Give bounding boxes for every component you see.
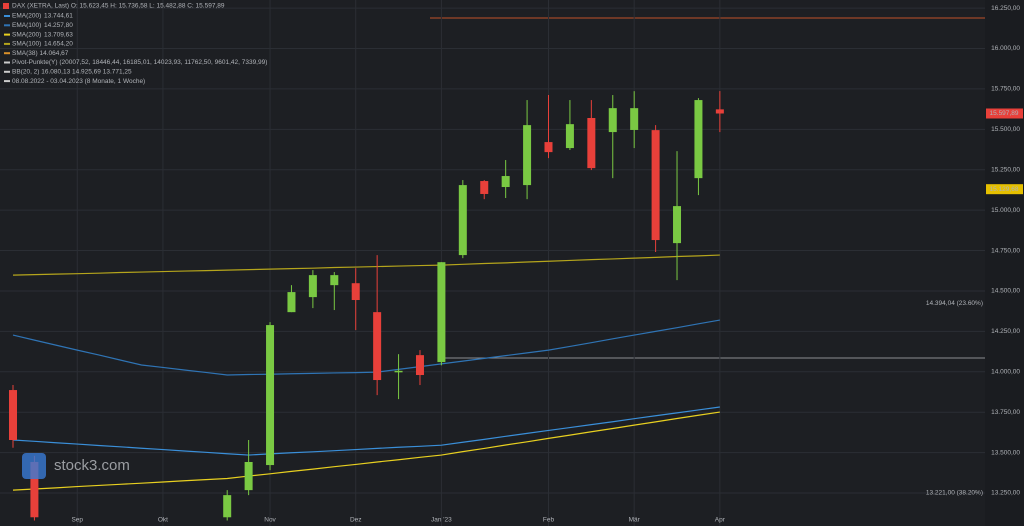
legend-name: SMA(100): [12, 41, 41, 48]
indicator-line: [12, 411, 720, 491]
y-tick-label: 13.250,00: [991, 490, 1020, 497]
chart-title: DAX (XETRA, Last) O: 15.623,45 H: 15.736…: [12, 3, 225, 10]
candle-body: [630, 108, 639, 130]
legend-name: SMA(200): [12, 31, 41, 38]
y-tick-label: 14.750,00: [991, 247, 1020, 254]
y-tick-label: 14.000,00: [991, 369, 1020, 376]
grid: [0, 0, 985, 526]
candle-body: [373, 312, 382, 381]
legend-swatch: [4, 24, 10, 27]
x-tick-label: Mär: [629, 517, 641, 524]
indicator-line: [12, 319, 720, 376]
candle-body: [415, 355, 424, 376]
y-tick-label: 15.750,00: [991, 86, 1020, 93]
y-tick-label: 16.250,00: [991, 5, 1020, 12]
legend-swatch: [4, 52, 10, 55]
candle-body: [694, 100, 703, 179]
candle-body: [523, 125, 532, 186]
candle-body: [480, 181, 489, 194]
candle-body: [30, 461, 39, 518]
title-icon: [3, 3, 9, 9]
indicator-line: [12, 406, 720, 456]
x-tick-label: Feb: [543, 517, 555, 524]
legend-value: 13.744,61: [44, 13, 73, 20]
price-axis: [985, 0, 1024, 526]
candle-body: [608, 108, 617, 133]
x-tick-label: Dez: [350, 517, 362, 524]
y-tick-label: 15.000,00: [991, 207, 1020, 214]
legend-swatch: [4, 80, 10, 83]
candle-body: [223, 495, 232, 518]
candle-body: [266, 325, 275, 466]
price-label: 15.129,68: [990, 186, 1019, 193]
candle-body: [287, 292, 296, 313]
legend-name: EMA(100): [12, 22, 41, 29]
indicator-line: [12, 254, 720, 276]
y-tick-label: 13.500,00: [991, 449, 1020, 456]
candle-body: [330, 275, 339, 286]
watermark-logo: [22, 453, 46, 479]
labels: 13.250,00 13.500,00 13.750,00 14.000,00 14.2…: [3, 3, 1023, 524]
legend-name: EMA(200): [12, 13, 41, 20]
fib-label: 14.394,04 (23.60%): [926, 300, 983, 307]
price-label-box: [986, 184, 1023, 195]
candle-body: [244, 461, 253, 491]
y-tick-label: 14.500,00: [991, 288, 1020, 295]
watermark: stock3.com: [54, 457, 130, 474]
x-tick-label: Apr: [715, 517, 726, 524]
candle-body: [544, 142, 553, 153]
candle-body: [587, 118, 596, 169]
candle-body: [351, 283, 360, 301]
y-tick-label: 14.250,00: [991, 328, 1020, 335]
fib-label: 13.221,00 (38.20%): [926, 489, 983, 496]
candle-body: [673, 206, 682, 244]
x-tick-label: Nov: [264, 517, 276, 524]
price-label-box: [986, 108, 1023, 119]
legend-value: 13.709,63: [44, 31, 73, 38]
candle-body: [394, 370, 403, 373]
y-tick-label: 16.000,00: [991, 45, 1020, 52]
legend-value: 14.257,80: [44, 22, 73, 29]
legend-swatch: [4, 15, 10, 17]
candle-body: [651, 130, 660, 241]
legend-swatch: [4, 70, 10, 73]
candle-body: [565, 124, 574, 149]
candle-body: [437, 262, 446, 363]
legend-swatch: [4, 42, 10, 45]
candle-body: [458, 185, 467, 256]
price-label: 15.597,89: [990, 110, 1019, 117]
y-tick-label: 15.500,00: [991, 126, 1020, 133]
plot: [9, 91, 724, 521]
legend-item: 08.08.2022 - 03.04.2023 (8 Monate, 1 Woc…: [12, 78, 145, 85]
legend-swatch: [4, 33, 10, 36]
legend-item: Pivot-Punkte(Y) (20007,52, 18446,44, 161…: [12, 59, 267, 66]
legend-item: SMA(38) 14.064,67: [12, 50, 69, 57]
legend-item: BB(20, 2) 16.080,13 14.925,69 13.771,25: [12, 69, 132, 76]
legend-value: 14.654,20: [44, 41, 73, 48]
candle-body: [501, 176, 510, 188]
candle-body: [715, 109, 724, 114]
legend-swatch: [4, 61, 10, 64]
candle-body: [9, 390, 17, 441]
x-tick-label: Okt: [158, 517, 168, 524]
candle-body: [308, 275, 317, 298]
x-tick-label: Jan '23: [431, 517, 452, 524]
y-tick-label: 13.750,00: [991, 409, 1020, 416]
x-tick-label: Sep: [71, 517, 83, 524]
y-tick-label: 15.250,00: [991, 166, 1020, 173]
